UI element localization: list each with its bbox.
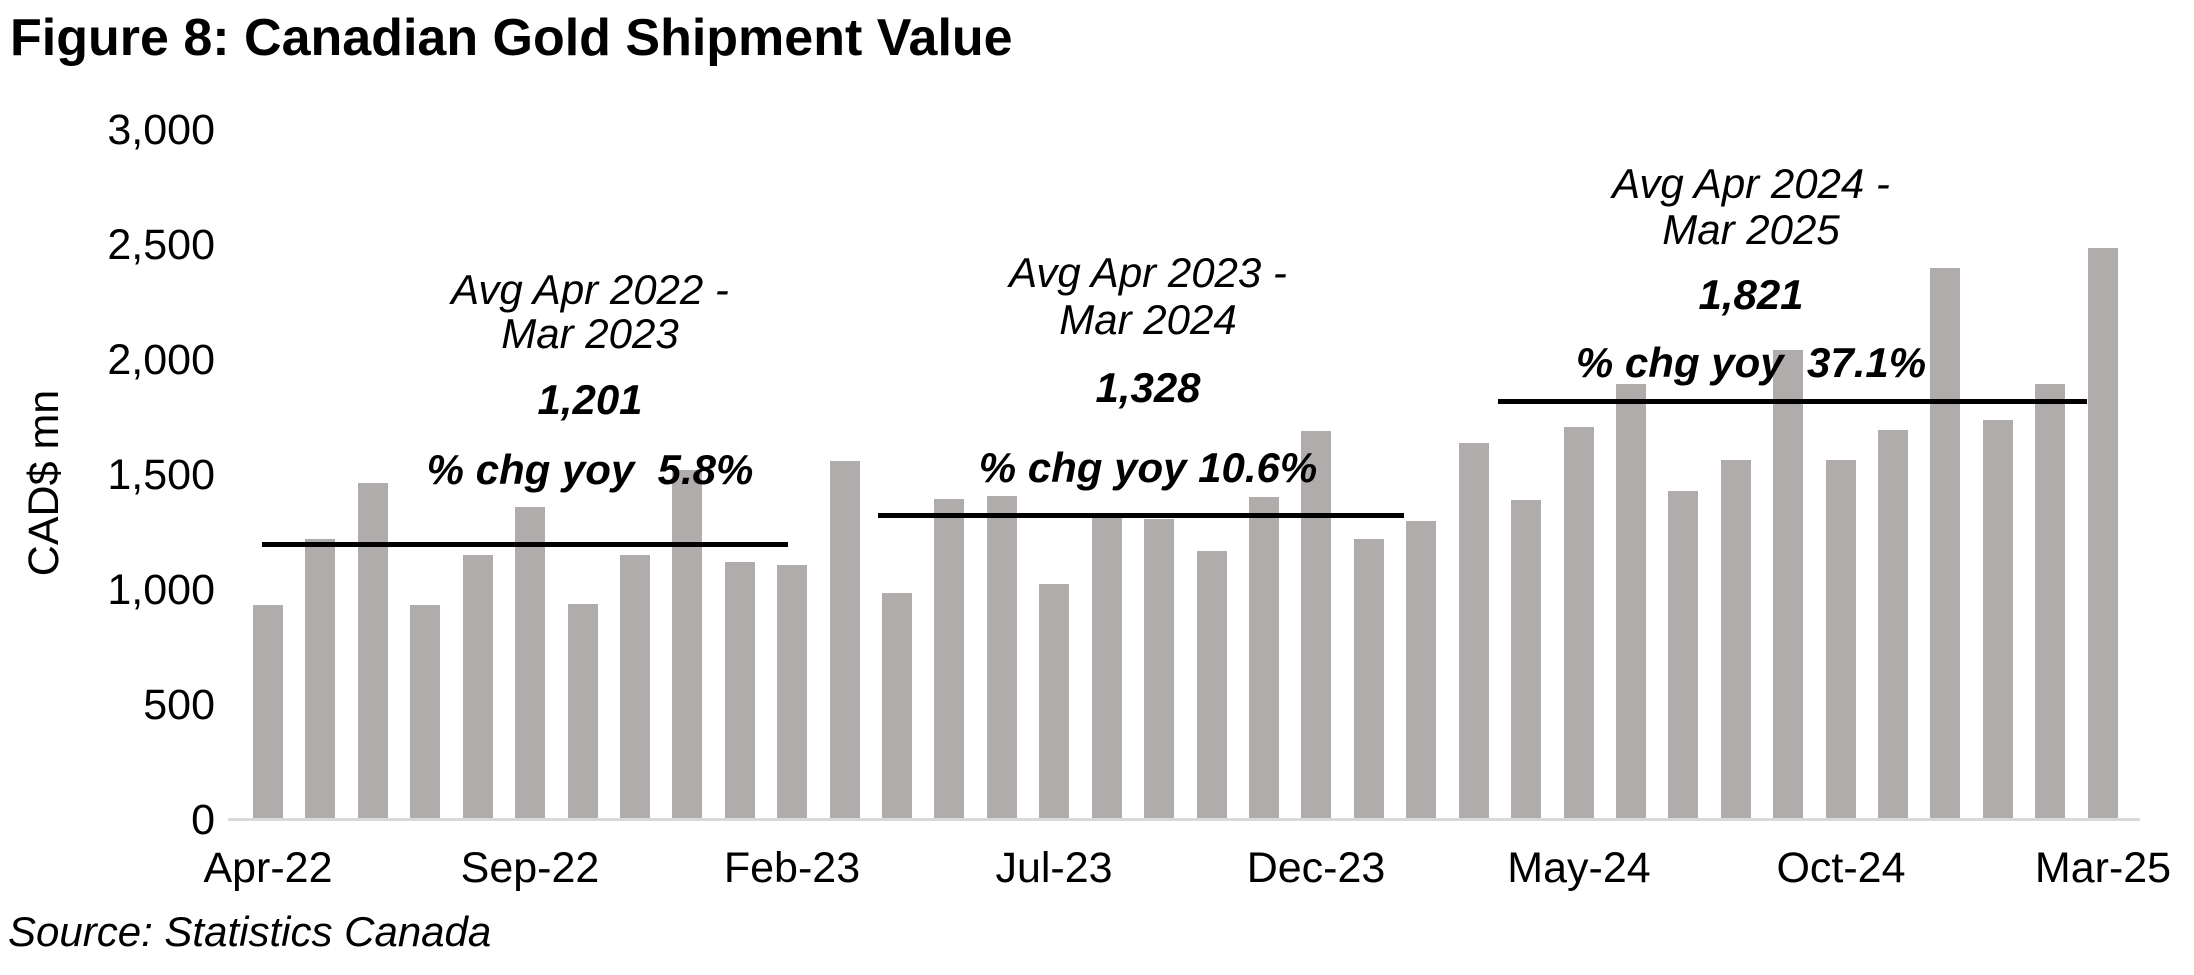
bar-Nov-23 (1249, 497, 1279, 820)
bar-Jan-24 (1354, 539, 1384, 820)
bar-Mar-25 (2088, 248, 2118, 820)
bar-Dec-22 (672, 470, 702, 820)
annotation-period-line2-2: Mar 2024 (1059, 296, 1237, 343)
bar-Feb-25 (2035, 384, 2065, 820)
y-tick-1,500: 1,500 (107, 451, 215, 499)
y-tick-2,500: 2,500 (107, 221, 215, 269)
annotation-pct-change-1: % chg yoy 5.8% (426, 446, 754, 493)
bar-Nov-24 (1878, 430, 1908, 820)
x-axis-line (228, 818, 2140, 821)
annotation-average-value-3: 1,821 (1698, 271, 1804, 318)
bar-Jul-23 (1039, 584, 1069, 820)
annotation-pct-change-2: % chg yoy 10.6% (978, 444, 1318, 491)
bar-Jul-22 (410, 605, 440, 820)
bar-Jun-24 (1616, 384, 1646, 820)
annotation-period-line2-1: Mar 2023 (501, 310, 679, 357)
x-tick-Oct-24: Oct-24 (1776, 844, 1906, 892)
y-tick-500: 500 (143, 681, 215, 729)
bar-May-22 (305, 539, 335, 820)
annotation-period-line1-3: Avg Apr 2024 - (1612, 160, 1890, 207)
bar-May-23 (934, 499, 964, 820)
bar-Oct-22 (568, 604, 598, 820)
y-tick-2,000: 2,000 (107, 336, 215, 384)
average-line-2 (878, 513, 1404, 518)
bar-Jan-23 (725, 562, 755, 820)
bar-Feb-23 (777, 565, 807, 820)
annotation-period-line2-3: Mar 2025 (1662, 206, 1840, 253)
annotation-average-value-2: 1,328 (1095, 364, 1201, 411)
bar-Apr-22 (253, 605, 283, 820)
bar-Sep-23 (1144, 519, 1174, 820)
y-tick-3,000: 3,000 (107, 106, 215, 154)
bar-Dec-24 (1930, 268, 1960, 820)
x-tick-May-24: May-24 (1507, 844, 1651, 892)
bar-May-24 (1564, 427, 1594, 820)
bar-Aug-22 (463, 555, 493, 820)
annotation-average-value-1: 1,201 (537, 376, 643, 423)
x-tick-Jul-23: Jul-23 (995, 844, 1113, 892)
bar-Mar-23 (830, 461, 860, 820)
average-line-3 (1498, 399, 2087, 404)
bar-Sep-24 (1773, 350, 1803, 820)
x-tick-Apr-22: Apr-22 (203, 844, 333, 892)
bar-Sep-22 (515, 507, 545, 820)
y-tick-0: 0 (191, 796, 215, 844)
source-note: Source: Statistics Canada (8, 908, 492, 955)
bar-Mar-24 (1459, 443, 1489, 820)
bar-Oct-24 (1826, 460, 1856, 820)
bar-Jul-24 (1668, 491, 1698, 820)
bar-Feb-24 (1406, 521, 1436, 820)
x-tick-Sep-22: Sep-22 (460, 844, 600, 892)
bar-Aug-23 (1092, 516, 1122, 820)
bar-Jan-25 (1983, 420, 2013, 820)
x-tick-Mar-25: Mar-25 (2034, 844, 2172, 892)
bar-Jun-22 (358, 483, 388, 820)
y-tick-1,000: 1,000 (107, 566, 215, 614)
x-tick-Dec-23: Dec-23 (1246, 844, 1386, 892)
bar-Apr-23 (882, 593, 912, 820)
bar-Aug-24 (1721, 460, 1751, 820)
x-tick-Feb-23: Feb-23 (723, 844, 861, 892)
bar-Nov-22 (620, 555, 650, 820)
bar-Apr-24 (1511, 500, 1541, 820)
figure-title: Figure 8: Canadian Gold Shipment Value (10, 9, 1013, 67)
annotation-period-line1-1: Avg Apr 2022 - (451, 266, 729, 313)
annotation-period-line1-2: Avg Apr 2023 - (1009, 249, 1287, 296)
annotation-pct-change-3: % chg yoy 37.1% (1575, 339, 1927, 386)
bar-Jun-23 (987, 496, 1017, 820)
bar-Oct-23 (1197, 551, 1227, 820)
bar-Dec-23 (1301, 431, 1331, 820)
average-line-1 (262, 542, 788, 547)
